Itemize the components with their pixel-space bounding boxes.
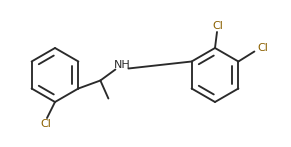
- Text: Cl: Cl: [40, 119, 52, 129]
- Text: Cl: Cl: [212, 21, 223, 31]
- Text: Cl: Cl: [257, 42, 268, 52]
- Text: NH: NH: [114, 60, 131, 70]
